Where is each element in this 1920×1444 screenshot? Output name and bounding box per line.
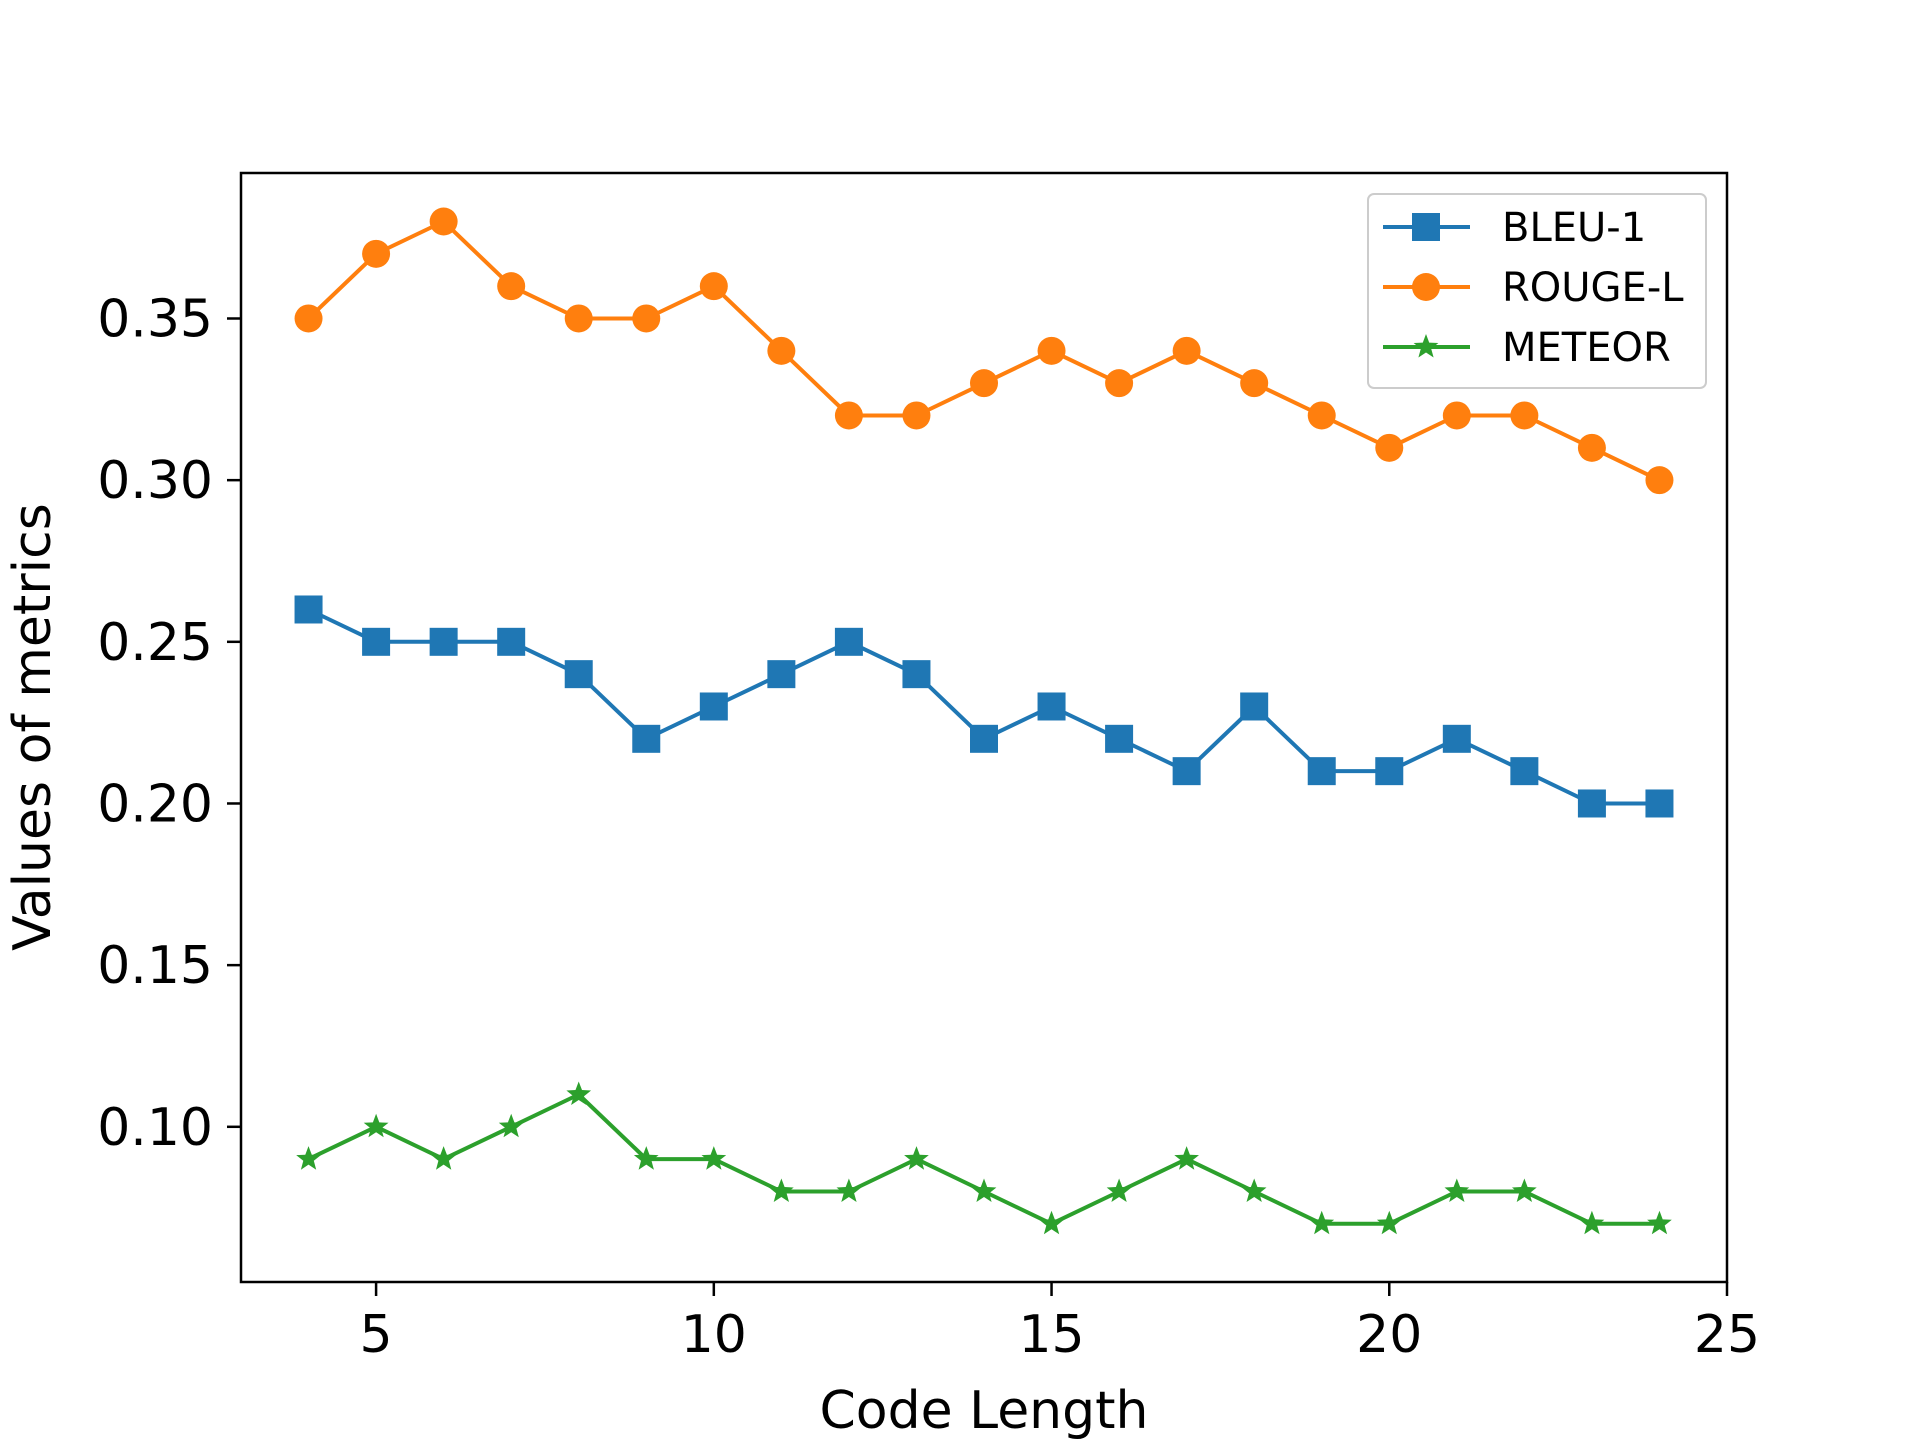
- data-point-bleu-1: [497, 627, 526, 656]
- data-point-meteor: [1512, 1178, 1537, 1202]
- plot-frame: [239, 171, 1729, 1284]
- data-point-meteor: [904, 1146, 929, 1170]
- legend-frame: [1367, 193, 1707, 389]
- legend-label-bleu-1: BLEU-1: [1502, 205, 1646, 251]
- data-point-meteor: [836, 1178, 862, 1202]
- data-point-rouge-l: [362, 239, 391, 268]
- legend-marker-bleu-1: [1412, 213, 1440, 241]
- data-point-meteor: [1579, 1210, 1605, 1235]
- data-point-meteor: [431, 1146, 456, 1170]
- data-point-bleu-1: [1510, 757, 1539, 786]
- data-point-bleu-1: [1037, 692, 1066, 721]
- data-point-rouge-l: [294, 304, 323, 333]
- data-point-bleu-1: [429, 627, 458, 656]
- data-point-bleu-1: [1240, 692, 1269, 721]
- y-tick-label: 0.30: [97, 451, 213, 511]
- x-tick-label: 20: [1356, 1305, 1422, 1365]
- data-point-bleu-1: [1442, 724, 1471, 753]
- data-point-rouge-l: [1105, 369, 1134, 398]
- data-point-bleu-1: [767, 660, 796, 689]
- data-point-bleu-1: [1105, 724, 1134, 753]
- data-point-meteor: [296, 1146, 321, 1170]
- data-point-bleu-1: [834, 627, 863, 656]
- data-point-bleu-1: [699, 692, 728, 721]
- x-tick-label: 5: [360, 1305, 393, 1365]
- data-point-bleu-1: [1307, 757, 1336, 786]
- data-point-meteor: [1309, 1210, 1335, 1235]
- x-tick-label: 10: [681, 1305, 747, 1365]
- data-point-meteor: [1444, 1178, 1470, 1202]
- data-point-meteor: [566, 1081, 592, 1105]
- data-point-rouge-l: [902, 401, 931, 430]
- data-point-bleu-1: [294, 595, 323, 624]
- legend: BLEU-1 ROUGE-L METEOR: [1367, 193, 1707, 389]
- data-point-meteor: [633, 1146, 659, 1170]
- data-point-meteor: [769, 1178, 794, 1202]
- x-axis: 5 10 15 20 25: [360, 1282, 1760, 1365]
- data-point-rouge-l: [767, 336, 796, 365]
- series-layer: [294, 207, 1674, 1235]
- data-point-bleu-1: [902, 660, 931, 689]
- y-tick-label: 0.10: [97, 1098, 213, 1158]
- data-point-meteor: [1039, 1210, 1064, 1235]
- data-point-meteor: [1106, 1178, 1132, 1202]
- y-tick-label: 0.35: [97, 289, 213, 349]
- legend-label-rouge-l: ROUGE-L: [1502, 265, 1684, 311]
- data-point-bleu-1: [1375, 757, 1404, 786]
- data-point-meteor: [1376, 1210, 1402, 1235]
- data-point-rouge-l: [497, 272, 526, 301]
- data-point-meteor: [1174, 1146, 1199, 1170]
- y-axis-title: Values of metrics: [3, 503, 63, 951]
- y-tick-label: 0.25: [97, 613, 213, 673]
- data-point-bleu-1: [362, 627, 391, 656]
- data-point-rouge-l: [1240, 369, 1269, 398]
- legend-marker-rouge-l: [1412, 273, 1440, 301]
- data-point-rouge-l: [1037, 336, 1066, 365]
- y-axis: 0.10 0.15 0.20 0.25 0.30 0.35: [97, 289, 241, 1158]
- data-point-bleu-1: [1645, 789, 1674, 818]
- legend-marker-meteor: [1413, 334, 1439, 358]
- data-point-bleu-1: [632, 724, 661, 753]
- data-point-rouge-l: [970, 369, 998, 398]
- data-point-meteor: [701, 1146, 727, 1170]
- data-point-meteor: [1647, 1210, 1672, 1235]
- data-point-rouge-l: [699, 272, 728, 301]
- y-tick-label: 0.20: [97, 774, 213, 834]
- legend-label-meteor: METEOR: [1502, 325, 1671, 371]
- data-point-rouge-l: [564, 304, 593, 333]
- series-bleu-1: [294, 595, 1674, 818]
- data-point-rouge-l: [429, 207, 458, 236]
- data-point-meteor: [971, 1178, 997, 1202]
- data-point-rouge-l: [1577, 433, 1606, 462]
- data-point-meteor: [363, 1113, 389, 1138]
- y-tick-label: 0.15: [97, 936, 213, 996]
- data-point-rouge-l: [1645, 466, 1674, 495]
- data-point-bleu-1: [1172, 757, 1201, 786]
- data-point-rouge-l: [1172, 336, 1201, 365]
- x-tick-label: 15: [1018, 1305, 1084, 1365]
- data-point-rouge-l: [1307, 401, 1336, 430]
- series-rouge-l: [294, 207, 1674, 495]
- data-point-meteor: [1241, 1178, 1267, 1202]
- x-tick-label: 25: [1694, 1305, 1760, 1365]
- data-point-bleu-1: [970, 724, 998, 753]
- data-point-rouge-l: [1510, 401, 1539, 430]
- x-axis-title: Code Length: [819, 1381, 1148, 1440]
- data-point-rouge-l: [834, 401, 863, 430]
- data-point-rouge-l: [1442, 401, 1471, 430]
- data-point-bleu-1: [564, 660, 593, 689]
- series-meteor: [296, 1081, 1672, 1235]
- data-point-rouge-l: [632, 304, 661, 333]
- data-point-meteor: [498, 1113, 524, 1138]
- data-point-rouge-l: [1375, 433, 1404, 462]
- data-point-bleu-1: [1577, 789, 1606, 818]
